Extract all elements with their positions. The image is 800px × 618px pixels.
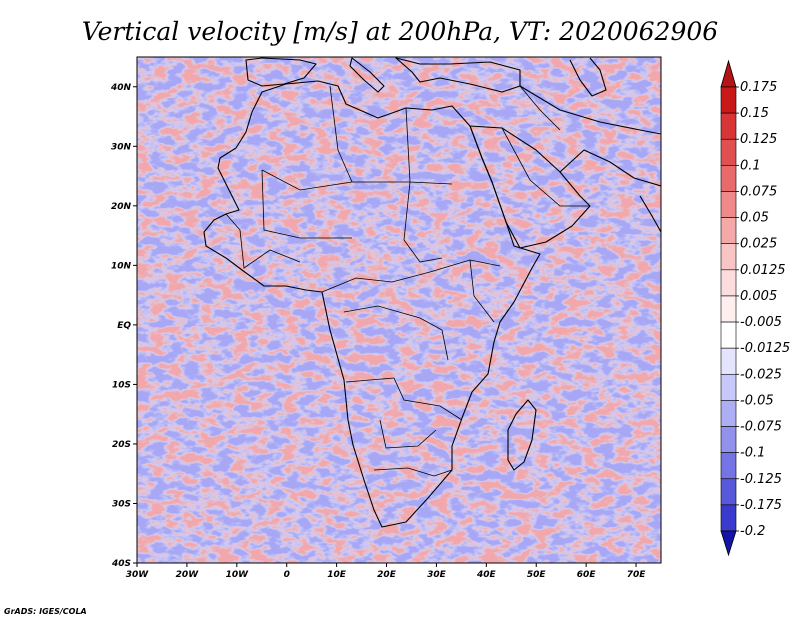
colorbar: 0.175 0.15 0.125 0.1 0.075 0.05 0.025 0.0125 0.0… xyxy=(720,59,790,557)
colorbar-label: -0.2 xyxy=(740,524,765,539)
lon-tick-label: 20E xyxy=(377,570,397,580)
greece-turkey-coastline xyxy=(395,57,521,93)
colorbar-swatch xyxy=(720,165,737,192)
colorbar-swatch xyxy=(720,478,737,506)
colorbar-label: -0.1 xyxy=(740,446,765,461)
colorbar-swatch xyxy=(720,191,737,218)
border-libya-egypt xyxy=(405,107,411,183)
lon-tick-label: 40E xyxy=(476,570,497,580)
colorbar-label: -0.025 xyxy=(740,367,782,382)
lat-tick-label: 30S xyxy=(112,499,131,509)
border-west-africa xyxy=(225,213,301,269)
colorbar-swatch xyxy=(720,400,737,427)
colorbar-swatch xyxy=(720,295,737,323)
iran-coastline xyxy=(519,85,661,135)
colorbar-label: 0.075 xyxy=(740,184,777,199)
lon-tick-label: 50E xyxy=(527,570,547,580)
lat-tick-label: 40S xyxy=(111,559,131,569)
lon-tick-label: 70E xyxy=(627,570,647,580)
colorbar-swatch xyxy=(720,426,737,453)
border-algeria-libya xyxy=(329,85,353,183)
colorbar-label: 0.0125 xyxy=(740,263,786,278)
colorbar-bottom-arrow xyxy=(720,530,737,557)
colorbar-swatch xyxy=(720,452,737,480)
border-east-africa xyxy=(469,259,495,323)
colorbar-swatch xyxy=(720,504,737,532)
colorbar-swatch xyxy=(720,138,737,166)
border-congo xyxy=(343,305,449,361)
colorbar-label: 0.1 xyxy=(740,158,761,173)
colorbar-swatch xyxy=(720,112,737,140)
border-chad-sudan xyxy=(403,181,443,263)
border-namibia-botswana xyxy=(379,419,437,449)
chart-title: Vertical velocity [m/s] at 200hPa, VT: 2… xyxy=(82,17,718,46)
colorbar-swatch xyxy=(720,86,737,114)
border-south-africa xyxy=(373,467,453,477)
colorbar-label: -0.075 xyxy=(740,420,782,435)
lon-tick-label: 0 xyxy=(284,570,290,580)
border-sahel-north xyxy=(261,169,453,191)
colorbar-label: 0.15 xyxy=(740,106,769,121)
country-borders xyxy=(225,85,590,477)
lon-tick-label: 60E xyxy=(577,570,597,580)
lat-tick-label: 20S xyxy=(112,440,131,450)
grads-credit: GrADS: IGES/COLA xyxy=(4,607,87,616)
lat-tick-label: 20N xyxy=(111,202,132,212)
italy-coastline xyxy=(349,57,385,93)
madagascar-coastline xyxy=(507,399,537,471)
map-frame xyxy=(136,56,662,564)
colorbar-label: -0.05 xyxy=(740,393,774,408)
caspian-coastline xyxy=(569,57,607,97)
colorbar-swatch xyxy=(720,243,737,271)
colorbar-top-arrow xyxy=(720,59,737,88)
coastlines xyxy=(203,57,661,528)
arabian-peninsula-coastline xyxy=(469,125,591,249)
colorbar-swatch xyxy=(720,347,737,375)
lat-tick-label: 30N xyxy=(111,142,132,152)
colorbar-swatch xyxy=(720,217,737,245)
colorbar-label: -0.0125 xyxy=(740,341,790,356)
lon-tick-label: 10W xyxy=(226,570,250,580)
border-angola-zambia xyxy=(345,377,463,421)
colorbar-label: -0.125 xyxy=(740,472,782,487)
colorbar-label: 0.175 xyxy=(740,80,777,95)
lon-tick-label: 30W xyxy=(126,570,150,580)
latitude-axis: 40N 30N 20N 10N EQ 10S 20S 30S 40S xyxy=(110,83,137,569)
colorbar-swatch xyxy=(720,269,737,297)
lat-tick-label: EQ xyxy=(117,321,131,331)
velocity-field-texture xyxy=(137,57,661,563)
lat-tick-label: 10S xyxy=(112,380,131,390)
border-central-band xyxy=(321,259,501,293)
colorbar-label: 0.125 xyxy=(740,132,777,147)
lon-tick-label: 10E xyxy=(327,570,347,580)
colorbar-swatch xyxy=(720,321,737,349)
colorbar-label: -0.175 xyxy=(740,498,782,513)
border-mali-niger xyxy=(261,169,352,239)
africa-coastline xyxy=(203,80,541,528)
border-iraq-iran xyxy=(519,85,561,131)
colorbar-swatch xyxy=(720,373,737,401)
lon-tick-label: 30E xyxy=(427,570,447,580)
border-saudi xyxy=(501,127,590,207)
lon-tick-label: 20W xyxy=(176,570,200,580)
longitude-axis: 30W 20W 10W 0 10E 20E 30E 40E 50E 60E 70E xyxy=(126,563,646,580)
lat-tick-label: 40N xyxy=(110,83,132,93)
map-panel xyxy=(137,57,661,563)
persian-gulf-coastline xyxy=(559,149,661,187)
colorbar-label: -0.005 xyxy=(740,315,782,330)
iberia-coastline xyxy=(245,57,317,87)
india-coastline xyxy=(639,195,661,233)
colorbar-label: 0.05 xyxy=(740,211,769,226)
lat-tick-label: 10N xyxy=(111,261,132,271)
colorbar-label: 0.005 xyxy=(740,289,777,304)
colorbar-label: 0.025 xyxy=(740,237,777,252)
